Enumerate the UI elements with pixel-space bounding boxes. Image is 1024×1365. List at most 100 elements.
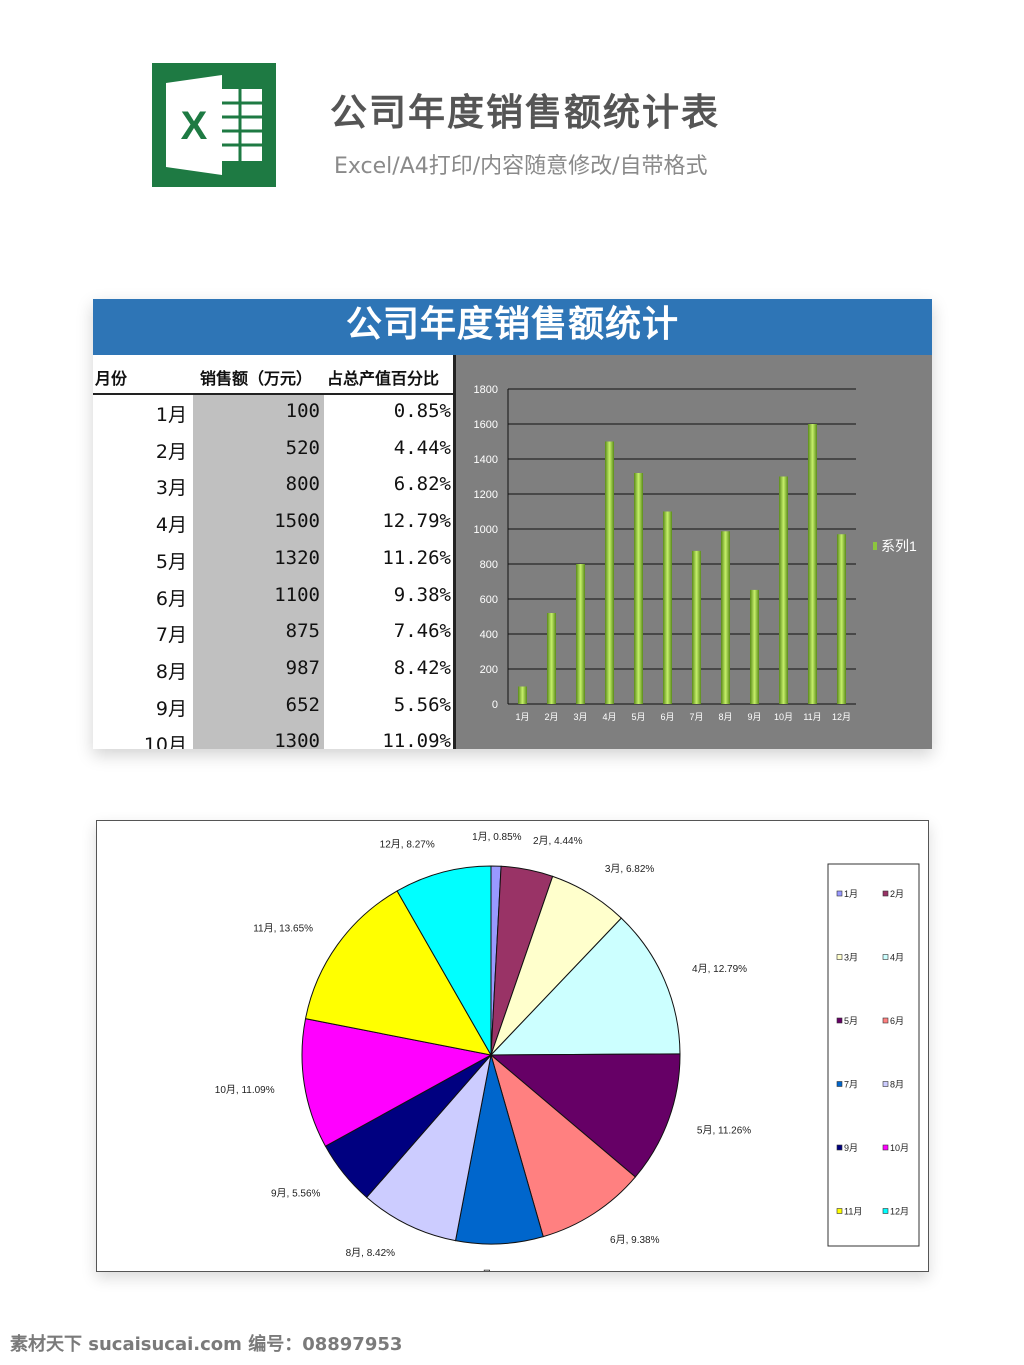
sheet-banner-title: 公司年度销售额统计 — [93, 299, 932, 355]
cell-sales: 652 — [285, 693, 320, 716]
bar — [808, 424, 817, 704]
x-tick-label: 7月 — [689, 712, 703, 722]
cell-percent: 0.85% — [393, 400, 451, 422]
pie-data-label: 10月, 11.09% — [215, 1084, 275, 1096]
cell-sales: 1300 — [274, 730, 320, 749]
table-row: 5月 1320 11.26% — [93, 540, 453, 576]
table-row: 2月 520 4.44% — [93, 430, 453, 466]
legend-swatch — [882, 890, 889, 897]
x-tick-label: 1月 — [515, 712, 529, 722]
cell-sales: 800 — [285, 473, 320, 496]
bar — [576, 564, 585, 704]
cell-month: 1月 — [155, 404, 187, 426]
bar — [547, 613, 556, 704]
cell-sales: 875 — [285, 620, 320, 643]
legend-swatch — [882, 1144, 889, 1151]
pie-slice — [489, 1053, 681, 1178]
legend-label: 8月 — [890, 1080, 904, 1090]
page-subtitle: Excel/A4打印/内容随意修改/自带格式 — [334, 154, 708, 179]
y-tick-label: 1200 — [474, 489, 498, 501]
table-row: 3月 800 6.82% — [93, 466, 453, 502]
pie-slice — [490, 1053, 637, 1238]
pie-data-label: 8月, 8.42% — [346, 1247, 396, 1259]
pie-data-label: 12月, 8.27% — [380, 838, 435, 850]
legend-label: 9月 — [844, 1143, 858, 1153]
y-tick-label: 0 — [492, 699, 498, 711]
cell-month: 8月 — [155, 660, 187, 683]
legend-swatch — [836, 1208, 843, 1214]
pie-chart: 1月, 0.85% 2月, 4.44% 3月, 6.82% 4月, 12.79% 5月,… — [215, 831, 920, 1271]
bar — [692, 550, 701, 704]
legend-label: 3月 — [844, 953, 858, 963]
x-tick-label: 12月 — [832, 712, 851, 722]
pie-data-label: 11月, 13.65% — [253, 922, 313, 934]
table-header: 月份 销售额（万元） 占总产值百分比 — [93, 355, 453, 395]
y-tick-label: 1000 — [474, 524, 498, 536]
bar — [721, 531, 730, 704]
bar-chart-area: 0 200 400 600 800 1000 1200 1400 1600 1800 1月 2月 3月 4… — [453, 355, 932, 749]
pie-slice — [304, 890, 492, 1056]
legend-swatch — [836, 1144, 843, 1151]
legend-swatch — [873, 542, 877, 550]
pie-data-label: 3月, 6.82% — [605, 863, 655, 875]
table-row: 10月 1300 11.09% — [93, 723, 453, 749]
cell-percent: 9.38% — [393, 583, 451, 606]
sales-column-shading — [193, 393, 324, 749]
x-tick-label: 3月 — [573, 712, 587, 722]
x-tick-label: 5月 — [631, 712, 645, 722]
bar-chart: 0 200 400 600 800 1000 1200 1400 1600 1800 1月 2月 3月 4… — [474, 384, 917, 722]
legend-swatch — [836, 954, 843, 960]
logo-letter: X — [181, 104, 208, 148]
pie-data-label: 6月, 9.38% — [610, 1234, 660, 1246]
legend-label: 5月 — [844, 1016, 858, 1026]
cell-sales: 1500 — [274, 510, 320, 533]
y-tick-label: 1800 — [474, 384, 498, 396]
legend-label: 2月 — [890, 889, 904, 899]
cell-percent: 11.09% — [382, 730, 451, 749]
pie-data-label: 4月, 12.79% — [692, 963, 747, 975]
pie-data-label: 9月, 5.56% — [271, 1187, 321, 1199]
table-row: 4月 1500 12.79% — [93, 503, 453, 539]
cell-month: 7月 — [155, 624, 187, 647]
column-header-sales: 销售额（万元） — [200, 369, 313, 388]
cell-month: 5月 — [155, 550, 187, 573]
table-row: 9月 652 5.56% — [93, 687, 453, 723]
cell-month: 4月 — [155, 514, 187, 537]
pie-data-label: 7月, 7.46% — [476, 1269, 526, 1271]
bar — [518, 686, 527, 704]
bar — [634, 473, 643, 704]
legend-swatch — [836, 1081, 843, 1087]
y-tick-label: 200 — [480, 664, 498, 676]
x-tick-label: 9月 — [747, 712, 761, 722]
bar — [663, 511, 672, 704]
x-tick-label: 4月 — [602, 712, 616, 722]
legend-swatch — [882, 1017, 889, 1024]
legend-label: 10月 — [890, 1143, 909, 1153]
legend-label: 11月 — [844, 1207, 862, 1217]
legend-swatch — [882, 1081, 889, 1087]
cell-month: 3月 — [155, 477, 187, 500]
legend-label: 6月 — [890, 1016, 904, 1026]
cell-month: 6月 — [155, 587, 187, 610]
cell-percent: 11.26% — [382, 546, 451, 569]
excel-logo-icon: X — [152, 63, 276, 187]
cell-month: 10月 — [143, 734, 187, 749]
pie-data-label: 5月, 11.26% — [697, 1125, 751, 1137]
column-header-percent: 占总产值百分比 — [327, 369, 440, 388]
y-tick-label: 400 — [480, 629, 498, 641]
cell-percent: 8.42% — [393, 656, 451, 679]
bar — [605, 441, 614, 704]
spreadsheet-panel: 公司年度销售额统计 月份 销售额（万元） 占总产值百分比 1月 100 0.85% 2… — [93, 299, 932, 749]
legend-label: 4月 — [890, 953, 904, 963]
x-tick-label: 11月 — [803, 712, 821, 722]
cell-percent: 5.56% — [393, 693, 451, 716]
pie-slice — [396, 865, 492, 1057]
y-tick-label: 1600 — [474, 419, 498, 431]
legend-swatch — [836, 890, 843, 897]
pie-chart-panel: 1月, 0.85% 2月, 4.44% 3月, 6.82% 4月, 12.79% 5月,… — [96, 820, 929, 1272]
page-title: 公司年度销售额统计表 — [330, 91, 720, 134]
y-tick-label: 1400 — [474, 454, 498, 466]
cell-sales: 520 — [285, 436, 320, 459]
cell-sales: 100 — [285, 400, 320, 422]
cell-percent: 4.44% — [393, 436, 451, 459]
